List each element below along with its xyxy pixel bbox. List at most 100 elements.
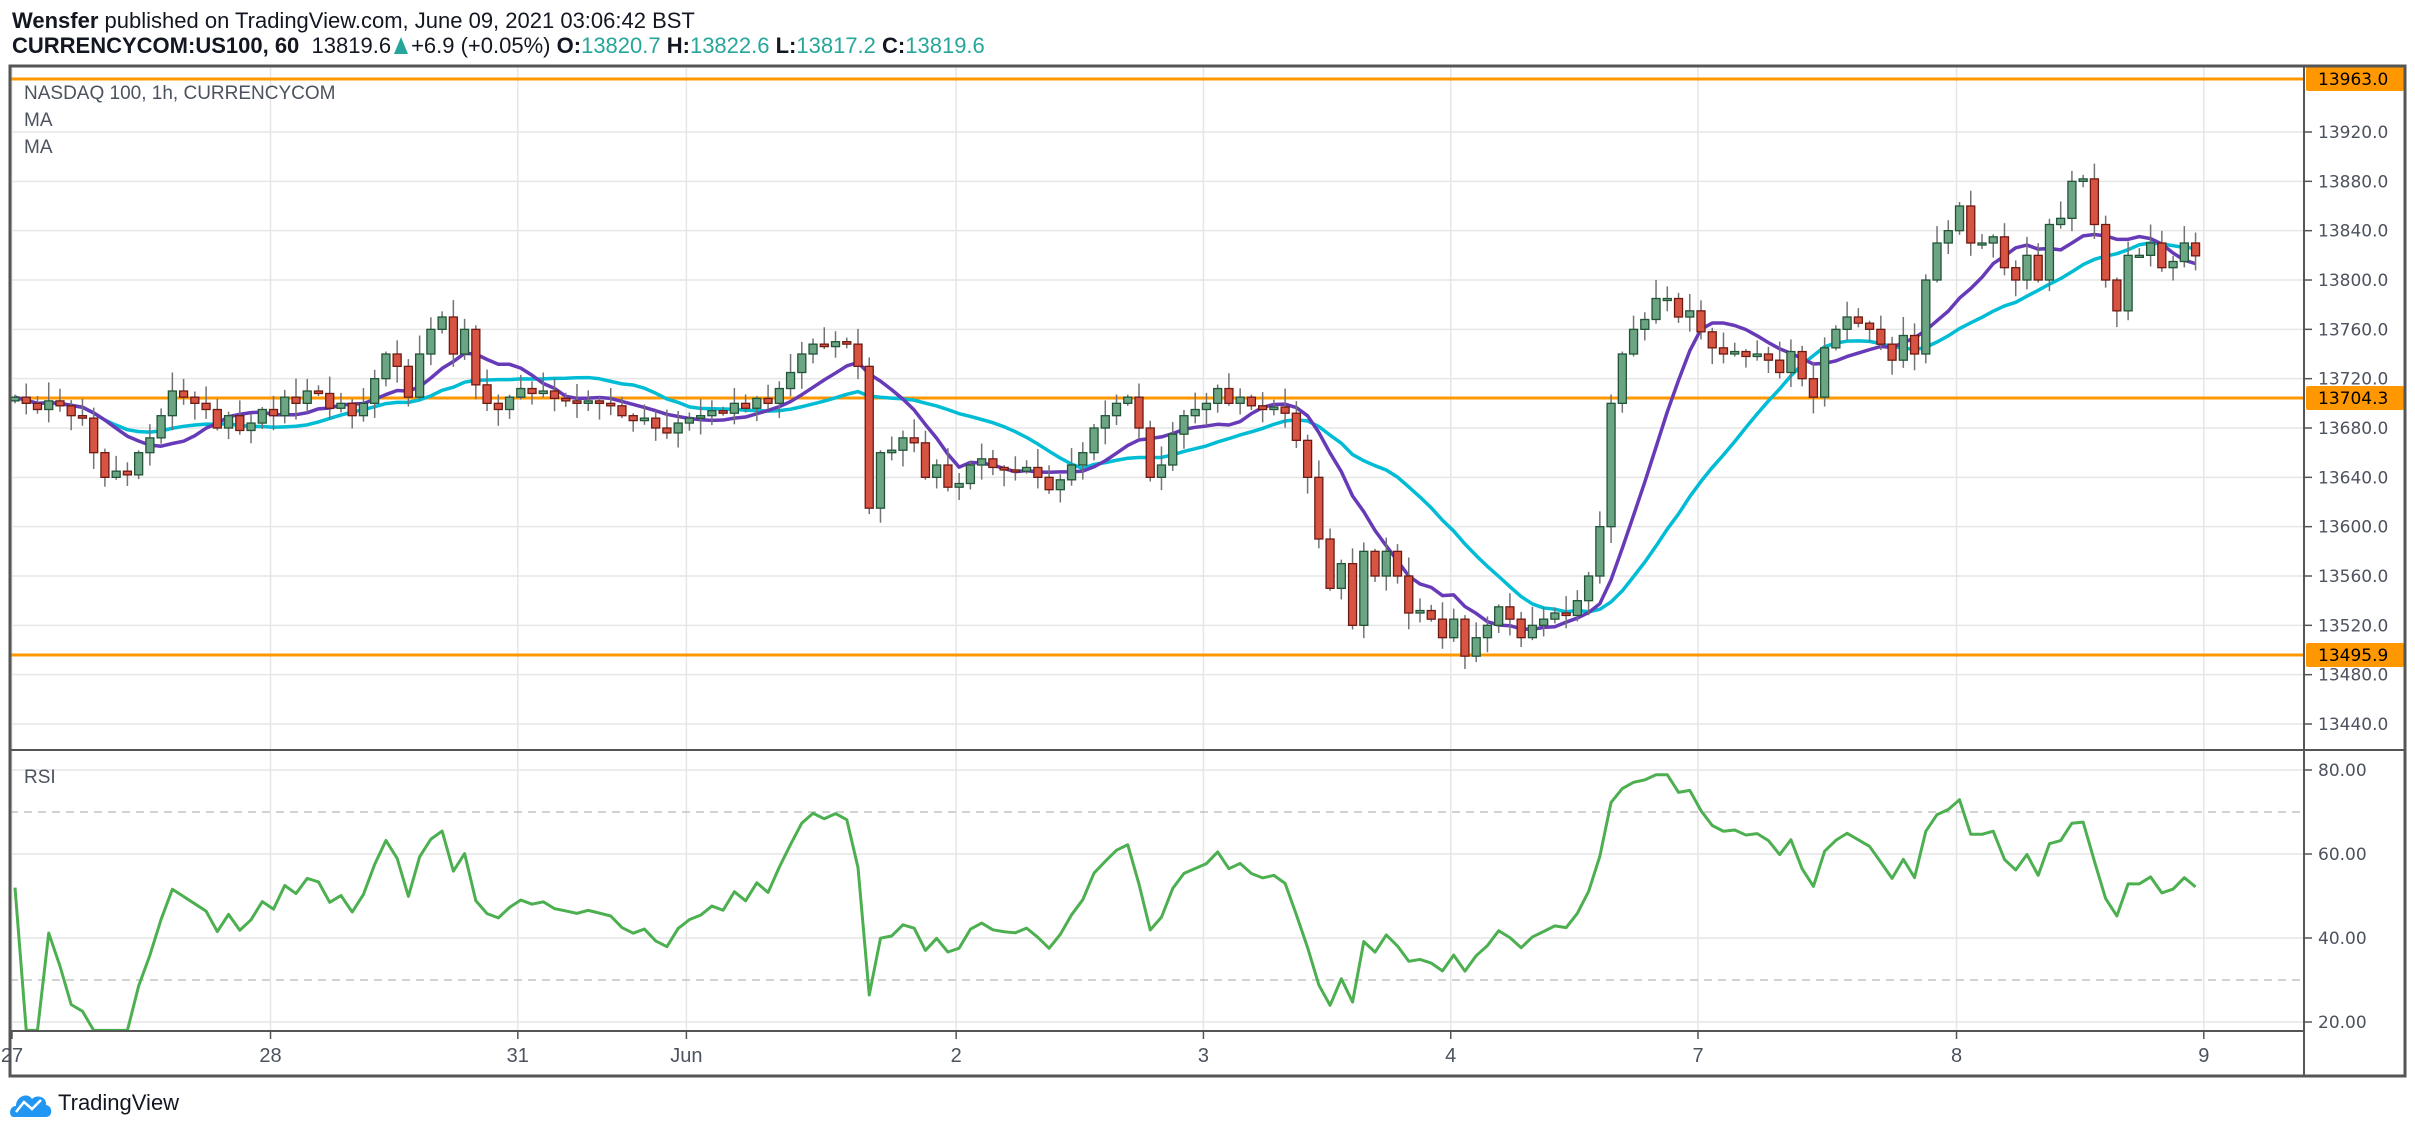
candle-up[interactable]	[1201, 402, 1212, 411]
candle-up[interactable]	[954, 482, 964, 488]
candle-down[interactable]	[1145, 427, 1155, 478]
candle-up[interactable]	[695, 415, 706, 419]
candle-up[interactable]	[1055, 479, 1065, 491]
candle-down[interactable]	[662, 427, 672, 434]
candle-down[interactable]	[1460, 618, 1470, 657]
candle-up[interactable]	[504, 396, 515, 411]
candle-up[interactable]	[1527, 624, 1538, 639]
candle-down[interactable]	[527, 387, 537, 395]
candle-down[interactable]	[1516, 618, 1526, 639]
candle-up[interactable]	[898, 437, 908, 451]
candle-up[interactable]	[1336, 563, 1346, 589]
candle-up[interactable]	[1111, 402, 1122, 417]
candle-down[interactable]	[2100, 223, 2111, 281]
candle-down[interactable]	[606, 402, 616, 407]
candle-up[interactable]	[976, 458, 987, 466]
candle-down[interactable]	[291, 396, 301, 404]
candle-down[interactable]	[1437, 618, 1448, 639]
candle-down[interactable]	[1797, 350, 1807, 380]
candle-up[interactable]	[1617, 353, 1627, 404]
candle-down[interactable]	[1673, 297, 1684, 318]
candle-down[interactable]	[1707, 331, 1717, 349]
candle-up[interactable]	[1066, 464, 1077, 481]
candle-down[interactable]	[235, 415, 245, 432]
candle-up[interactable]	[516, 387, 526, 398]
candle-down[interactable]	[1426, 609, 1436, 620]
candle-down[interactable]	[549, 390, 560, 400]
candle-up[interactable]	[1786, 350, 1796, 374]
candle-down[interactable]	[482, 384, 492, 404]
candle-up[interactable]	[1449, 618, 1459, 639]
candle-up[interactable]	[1730, 350, 1740, 355]
candle-down[interactable]	[1033, 466, 1043, 478]
candle-down[interactable]	[21, 396, 31, 404]
candle-down[interactable]	[1280, 406, 1290, 414]
candle-down[interactable]	[89, 417, 99, 454]
candle-down[interactable]	[1741, 350, 1751, 358]
candle-down[interactable]	[448, 316, 459, 355]
candle-down[interactable]	[2112, 279, 2122, 312]
candle-down[interactable]	[1876, 328, 1886, 345]
candle-down[interactable]	[190, 396, 200, 404]
candle-up[interactable]	[2168, 260, 2178, 269]
candle-down[interactable]	[1291, 412, 1302, 441]
candle-down[interactable]	[651, 417, 661, 429]
candle-down[interactable]	[2190, 242, 2201, 257]
legend-ma2[interactable]: MA	[24, 137, 53, 158]
candle-down[interactable]	[1224, 387, 1234, 404]
candle-up[interactable]	[2067, 180, 2077, 219]
candle-down[interactable]	[572, 400, 582, 404]
candle-down[interactable]	[1347, 563, 1358, 626]
candle-up[interactable]	[2145, 242, 2156, 256]
candle-up[interactable]	[1550, 612, 1560, 620]
candle-up[interactable]	[707, 410, 717, 417]
candle-down[interactable]	[1505, 606, 1515, 620]
candle-up[interactable]	[1021, 466, 1032, 472]
candle-up[interactable]	[1089, 427, 1099, 454]
candle-down[interactable]	[268, 408, 279, 417]
candle-up[interactable]	[583, 400, 593, 404]
candle-down[interactable]	[988, 458, 998, 469]
candle-up[interactable]	[932, 464, 942, 478]
candle-down[interactable]	[1864, 322, 1875, 330]
candle-up[interactable]	[381, 353, 391, 380]
candle-up[interactable]	[2179, 242, 2189, 263]
candle-up[interactable]	[1078, 452, 1088, 466]
candle-down[interactable]	[943, 464, 953, 488]
candle-down[interactable]	[1887, 343, 1897, 361]
candle-up[interactable]	[44, 400, 54, 411]
candle-up[interactable]	[1269, 406, 1279, 411]
candle-down[interactable]	[1134, 396, 1144, 429]
candle-down[interactable]	[617, 405, 627, 417]
candle-up[interactable]	[1628, 328, 1639, 355]
candle-down[interactable]	[493, 402, 503, 411]
candle-up[interactable]	[774, 387, 784, 404]
candle-up[interactable]	[1583, 575, 1594, 602]
candle-up[interactable]	[246, 422, 256, 432]
candle-up[interactable]	[1595, 526, 1605, 577]
candle-down[interactable]	[403, 365, 414, 398]
candle-down[interactable]	[2089, 178, 2100, 226]
candle-down[interactable]	[1966, 205, 1976, 244]
candle-down[interactable]	[471, 328, 481, 386]
candle-up[interactable]	[1831, 328, 1841, 349]
candle-down[interactable]	[1370, 550, 1380, 577]
candle-up[interactable]	[1819, 347, 1830, 398]
candle-down[interactable]	[1999, 236, 2010, 269]
candle-up[interactable]	[1538, 618, 1549, 626]
candle-down[interactable]	[999, 466, 1009, 471]
candle-up[interactable]	[1100, 415, 1110, 429]
candle-down[interactable]	[1404, 575, 1414, 614]
author-name[interactable]: Wensfer	[12, 8, 99, 33]
candle-up[interactable]	[370, 378, 380, 404]
candle-down[interactable]	[763, 397, 773, 404]
candle-down[interactable]	[594, 400, 605, 404]
candle-up[interactable]	[1842, 316, 1852, 330]
candle-down[interactable]	[313, 390, 324, 395]
candle-down[interactable]	[561, 397, 571, 402]
candle-up[interactable]	[797, 353, 807, 374]
candle-down[interactable]	[77, 415, 88, 419]
candle-up[interactable]	[1213, 387, 1223, 404]
candle-up[interactable]	[1943, 230, 1953, 244]
